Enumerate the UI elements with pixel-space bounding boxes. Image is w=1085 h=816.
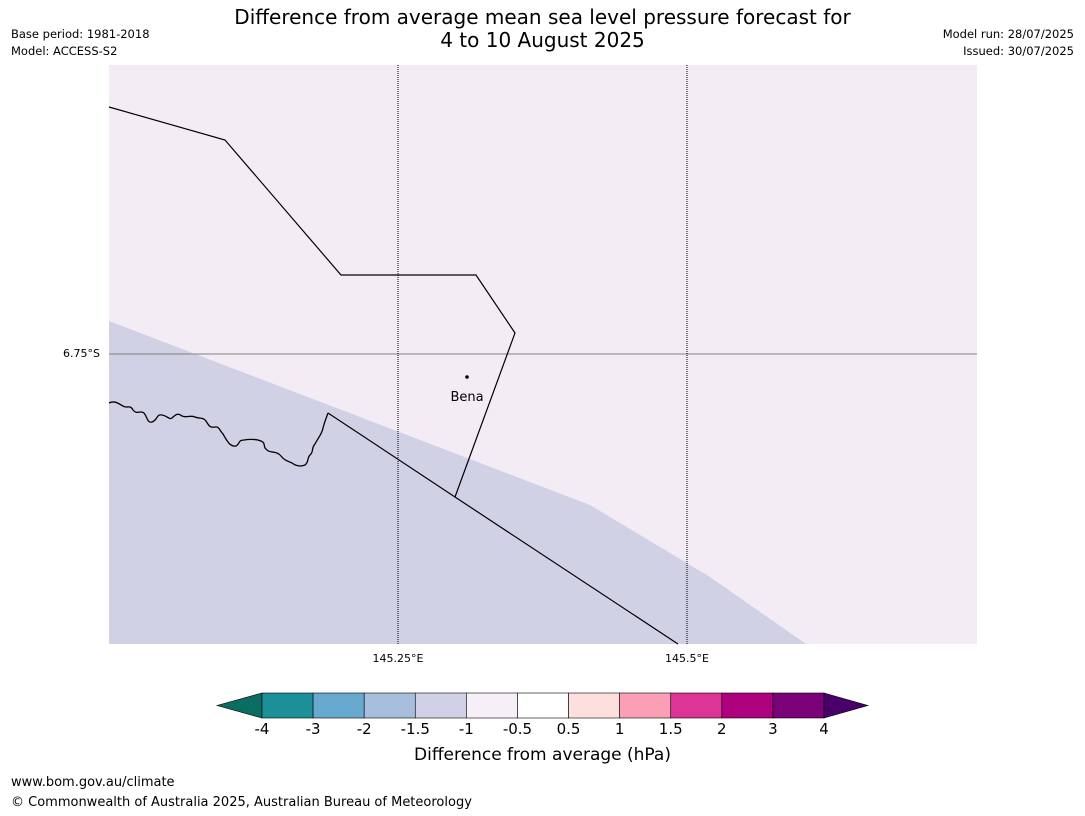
boundary-line-province <box>108 106 516 498</box>
colorbar-swatch <box>568 692 620 719</box>
colorbar <box>215 692 870 719</box>
colorbar-swatch <box>619 692 672 719</box>
meta-right: Model run: 28/07/2025 Issued: 30/07/2025 <box>943 26 1074 60</box>
base-period: Base period: 1981-2018 <box>11 27 150 41</box>
colorbar-swatch <box>261 692 314 719</box>
title-line-2: 4 to 10 August 2025 <box>440 28 645 52</box>
colorbar-tick-label: 1.5 <box>658 720 683 738</box>
model-run: Model run: 28/07/2025 <box>942 27 1074 41</box>
chart-title: Difference from average mean sea level p… <box>0 6 1085 52</box>
footer-url[interactable]: www.bom.gov.au/climate <box>11 775 175 790</box>
colorbar-tick-label: -2 <box>356 720 372 738</box>
colorbar-tick-label: 1 <box>614 720 625 738</box>
boundary-line-south <box>327 412 679 645</box>
colorbar-tick-label: -4 <box>254 720 270 738</box>
colorbar-tick-label: -3 <box>305 720 321 738</box>
colorbar-swatch <box>363 692 416 719</box>
colorbar-tick-label: 4 <box>819 720 829 738</box>
colorbar-swatch <box>414 692 467 719</box>
footer-copyright: © Commonwealth of Australia 2025, Austra… <box>11 795 472 810</box>
colorbar-extend-low <box>215 692 263 719</box>
coastline-path <box>108 401 329 467</box>
colorbar-tick-label: 2 <box>717 720 727 738</box>
lat-label: 6.75°S <box>63 347 100 360</box>
colorbar-tick-label: -1.5 <box>400 720 430 738</box>
meta-left: Base period: 1981-2018 Model: ACCESS-S2 <box>11 26 150 60</box>
colorbar-tick-label: 3 <box>768 720 778 738</box>
colorbar-tick-label: -1 <box>458 720 474 738</box>
place-label-bena: Bena <box>450 390 483 405</box>
colorbar-swatch <box>670 692 723 719</box>
lon-label-145-25: 145.25°E <box>372 652 424 665</box>
place-marker-bena <box>465 375 469 379</box>
colorbar-label: Difference from average (hPa) <box>414 745 671 765</box>
colorbar-swatch <box>772 692 825 719</box>
title-line-1: Difference from average mean sea level p… <box>234 5 851 29</box>
colorbar-swatch <box>517 692 569 719</box>
map-region-sea <box>109 321 806 644</box>
lon-label-145-5: 145.5°E <box>665 652 709 665</box>
colorbar-swatch <box>721 692 774 719</box>
issued-date: Issued: 30/07/2025 <box>963 44 1074 58</box>
model-name: Model: ACCESS-S2 <box>11 44 118 58</box>
colorbar-tick-label: 0.5 <box>556 720 581 738</box>
colorbar-extend-high <box>823 692 870 719</box>
colorbar-swatch <box>466 692 518 719</box>
colorbar-swatch <box>312 692 365 719</box>
colorbar-tick-label: -0.5 <box>502 720 533 738</box>
